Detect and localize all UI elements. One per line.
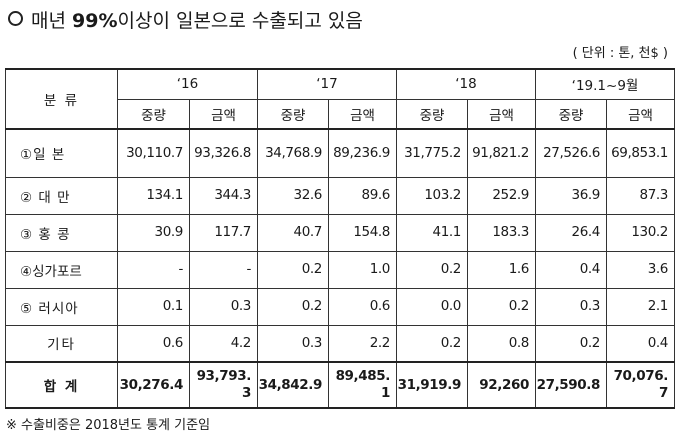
cell-value: - [117,250,190,289]
total-value: 70,076.7 [606,361,675,409]
total-value: 92,260 [467,361,536,409]
row-label: ④싱가포르 [5,250,118,289]
cell-value: - [189,250,258,289]
heading-prefix: 매년 [31,10,72,32]
export-table: 분 류 ‘16 ‘17 ‘18 ‘19.1~9월 중량 금액 중량 금액 중량 … [5,68,675,409]
cell-value: 0.0 [396,287,468,326]
cell-value: 252.9 [467,176,536,215]
cell-value: 87.3 [606,176,675,215]
cell-value: 134.1 [117,176,190,215]
cell-value: 2.1 [606,287,675,326]
cell-value: 69,853.1 [606,128,675,178]
cell-value: 0.3 [535,287,607,326]
cell-value: 3.6 [606,250,675,289]
cell-value: 31,775.2 [396,128,468,178]
cell-value: 0.2 [396,250,468,289]
total-row: 합 계 30,276.4 93,793.3 34,842.9 89,485.1 … [5,361,675,409]
cell-value: 0.4 [535,250,607,289]
cell-value: 1.0 [328,250,397,289]
table-row: ①일 본 30,110.7 93,326.8 34,768.9 89,236.9… [5,128,675,178]
cell-value: 0.3 [189,287,258,326]
weight-header: 중량 [535,98,607,130]
amount-header: 금액 [467,98,536,130]
table-row: ⑤ 러시아 0.1 0.3 0.2 0.6 0.0 0.2 0.3 2.1 [5,287,675,326]
total-label: 합 계 [5,361,118,409]
year-header: ‘17 [257,68,397,100]
heading-percent: 99% [72,10,118,32]
cell-value: 41.1 [396,213,468,252]
table-row: ② 대 만 134.1 344.3 32.6 89.6 103.2 252.9 … [5,176,675,215]
cell-value: 0.6 [117,324,190,363]
table-row: ③ 홍 콩 30.9 117.7 40.7 154.8 41.1 183.3 2… [5,213,675,252]
cell-value: 27,526.6 [535,128,607,178]
cell-value: 89.6 [328,176,397,215]
cell-value: 154.8 [328,213,397,252]
cell-value: 0.2 [257,250,329,289]
category-header: 분 류 [5,68,118,130]
cell-value: 117.7 [189,213,258,252]
year-header: ‘19.1~9월 [535,68,675,100]
cell-value: 1.6 [467,250,536,289]
total-value: 34,842.9 [257,361,329,409]
cell-value: 34,768.9 [257,128,329,178]
cell-value: 0.8 [467,324,536,363]
cell-value: 30.9 [117,213,190,252]
row-label: ⑤ 러시아 [5,287,118,326]
cell-value: 0.2 [257,287,329,326]
total-value: 27,590.8 [535,361,607,409]
cell-value: 91,821.2 [467,128,536,178]
cell-value: 30,110.7 [117,128,190,178]
cell-value: 0.2 [396,324,468,363]
row-label: ② 대 만 [5,176,118,215]
total-value: 93,793.3 [189,361,258,409]
cell-value: 36.9 [535,176,607,215]
footnote: ※ 수출비중은 2018년도 통계 기준임 [6,418,211,433]
row-label: 기타 [5,324,118,363]
cell-value: 130.2 [606,213,675,252]
heading-suffix: 이상이 일본으로 수출되고 있음 [117,10,363,32]
weight-header: 중량 [117,98,190,130]
cell-value: 0.2 [467,287,536,326]
cell-value: 4.2 [189,324,258,363]
amount-header: 금액 [606,98,675,130]
row-label: ①일 본 [5,128,118,178]
table-row: ④싱가포르 - - 0.2 1.0 0.2 1.6 0.4 3.6 [5,250,675,289]
weight-header: 중량 [257,98,329,130]
row-label: ③ 홍 콩 [5,213,118,252]
cell-value: 0.3 [257,324,329,363]
total-value: 30,276.4 [117,361,190,409]
unit-note: ( 단위 : 톤, 천$ ) [572,46,668,61]
total-value: 31,919.9 [396,361,468,409]
year-header: ‘18 [396,68,536,100]
cell-value: 89,236.9 [328,128,397,178]
table-row: 기타 0.6 4.2 0.3 2.2 0.2 0.8 0.2 0.4 [5,324,675,363]
cell-value: 2.2 [328,324,397,363]
year-header: ‘16 [117,68,258,100]
total-value: 89,485.1 [328,361,397,409]
cell-value: 0.2 [535,324,607,363]
cell-value: 26.4 [535,213,607,252]
section-heading: 매년 99%이상이 일본으로 수출되고 있음 [8,6,363,33]
weight-header: 중량 [396,98,468,130]
cell-value: 40.7 [257,213,329,252]
cell-value: 0.1 [117,287,190,326]
cell-value: 32.6 [257,176,329,215]
circle-bullet-icon [8,11,23,26]
cell-value: 93,326.8 [189,128,258,178]
cell-value: 103.2 [396,176,468,215]
cell-value: 183.3 [467,213,536,252]
amount-header: 금액 [328,98,397,130]
cell-value: 0.4 [606,324,675,363]
cell-value: 344.3 [189,176,258,215]
cell-value: 0.6 [328,287,397,326]
amount-header: 금액 [189,98,258,130]
